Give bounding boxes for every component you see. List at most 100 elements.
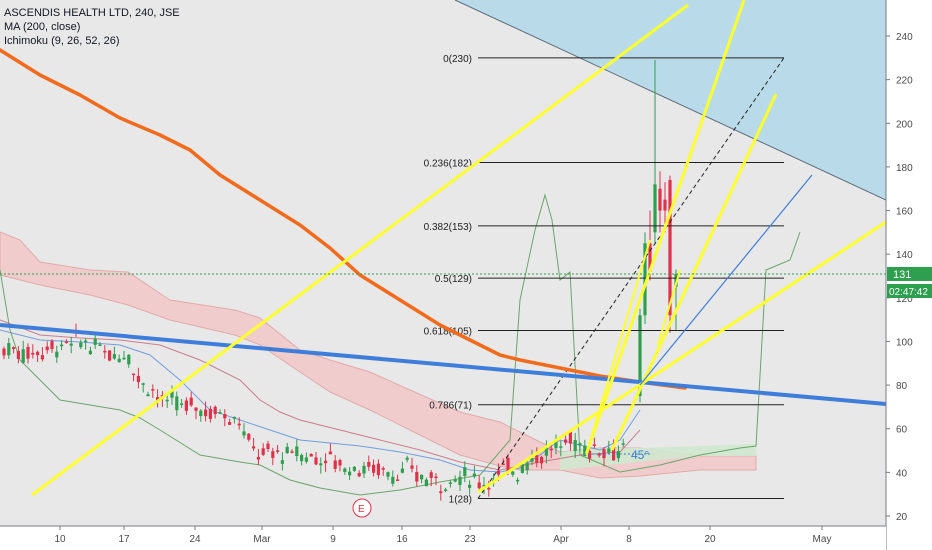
candle-body — [26, 346, 30, 359]
candle-body — [304, 457, 308, 462]
candle-body — [69, 343, 73, 346]
gann-fan-line — [639, 174, 813, 386]
candle-body — [256, 456, 260, 460]
candle-body — [194, 407, 198, 411]
candle-body — [64, 341, 68, 343]
angle-label: 45° — [631, 448, 649, 462]
candle-body — [324, 460, 328, 464]
earnings-marker-circle[interactable] — [352, 498, 372, 518]
candle-body — [372, 464, 376, 473]
candle-body — [386, 472, 390, 477]
candle-body — [60, 344, 64, 347]
symbol-title: ASCENDIS HEALTH LTD, 240, JSE — [4, 7, 180, 19]
candle-body — [146, 394, 150, 397]
fib-level-label: 0.382(153) — [424, 222, 472, 233]
candle-body — [376, 463, 380, 476]
price-tick-label: 140 — [896, 250, 913, 261]
time-tick-label: 24 — [189, 534, 201, 545]
candle-body — [549, 448, 553, 451]
fib-retracement: 0(230) 0.236(182) 0.382(153) 0.5(129) 0.618(… — [424, 54, 785, 506]
candle-body — [232, 416, 236, 419]
ichimoku-legend: Ichimoku (9, 26, 52, 26) — [4, 35, 120, 47]
yellow-trendline — [585, 239, 651, 456]
time-tick-label: 9 — [330, 534, 336, 545]
fib-level-label: 0.618(105) — [424, 327, 472, 338]
candle-body — [429, 472, 433, 478]
candle-body — [588, 451, 592, 459]
candle-body — [381, 468, 385, 470]
fib-level-label: 0.236(182) — [424, 159, 472, 170]
candle-body — [391, 476, 395, 484]
candle-body — [300, 454, 304, 462]
candle-body — [434, 476, 438, 479]
chart-legend[interactable]: ASCENDIS HEALTH LTD, 240, JSE MA (200, c… — [4, 6, 180, 48]
candle-body — [12, 347, 16, 350]
time-tick-label: May — [813, 534, 832, 545]
candle-body — [535, 455, 539, 463]
candle-body — [520, 464, 524, 473]
candle-body — [597, 454, 601, 456]
candle-body — [31, 352, 35, 355]
candle-body — [482, 484, 486, 487]
candle-body — [525, 462, 529, 471]
candle-body — [663, 199, 667, 211]
price-tick-label: 180 — [896, 163, 913, 174]
candle-body — [472, 473, 476, 477]
candle-body — [108, 350, 112, 361]
candle-body — [477, 482, 481, 489]
price-tick-label: 200 — [896, 119, 913, 130]
candle-body — [439, 491, 443, 494]
candle-body — [208, 408, 212, 419]
yellow-trendline — [657, 269, 681, 346]
candle-body — [444, 489, 448, 491]
yellow-trendline — [610, 93, 778, 451]
fib-level-label: 0.5(129) — [435, 274, 472, 285]
time-axis[interactable] — [0, 526, 886, 550]
candle-body — [458, 476, 462, 485]
candle-body — [45, 346, 49, 351]
long-term-trendline — [0, 323, 886, 406]
candle-body — [511, 471, 515, 475]
candle-body — [653, 184, 657, 233]
candle-body — [568, 430, 572, 444]
time-tick-label: 8 — [626, 534, 632, 545]
candle-body — [189, 397, 193, 406]
candle-body — [328, 451, 332, 455]
candle-body — [530, 458, 534, 462]
candle-body — [362, 465, 366, 474]
last-price-label: 131 — [893, 269, 911, 281]
candle-body — [468, 484, 472, 488]
yellow-trendline — [584, 0, 746, 456]
yellow-trendline — [31, 3, 689, 497]
candle-body — [638, 315, 642, 396]
ma-legend: MA (200, close) — [4, 21, 81, 33]
countdown-label: 02:47:42 — [889, 287, 928, 298]
candle-body — [420, 474, 424, 480]
candle-body — [487, 488, 491, 490]
price-tick-label: 20 — [896, 512, 908, 523]
candle-body — [643, 243, 647, 316]
yellow-trendline — [477, 220, 886, 494]
candle-body — [400, 468, 404, 473]
candle-body — [424, 479, 428, 487]
candle-body — [21, 349, 25, 363]
candle-body — [506, 457, 510, 472]
candle-body — [285, 446, 289, 454]
price-tick-label: 240 — [896, 32, 913, 43]
candle-body — [573, 439, 577, 452]
candle-body — [98, 344, 102, 346]
candle-body — [540, 456, 544, 464]
candle-body — [516, 479, 520, 482]
candle-body — [648, 243, 652, 272]
candle-body — [348, 471, 352, 476]
candle-body — [658, 188, 662, 211]
candle-body — [295, 446, 299, 457]
candle-body — [247, 433, 251, 440]
price-tick-label: 40 — [896, 468, 908, 479]
candle-body — [448, 482, 452, 484]
candle-body — [16, 351, 20, 359]
candle-body — [616, 451, 620, 459]
candle-body — [276, 450, 280, 452]
candle-body — [271, 451, 275, 458]
